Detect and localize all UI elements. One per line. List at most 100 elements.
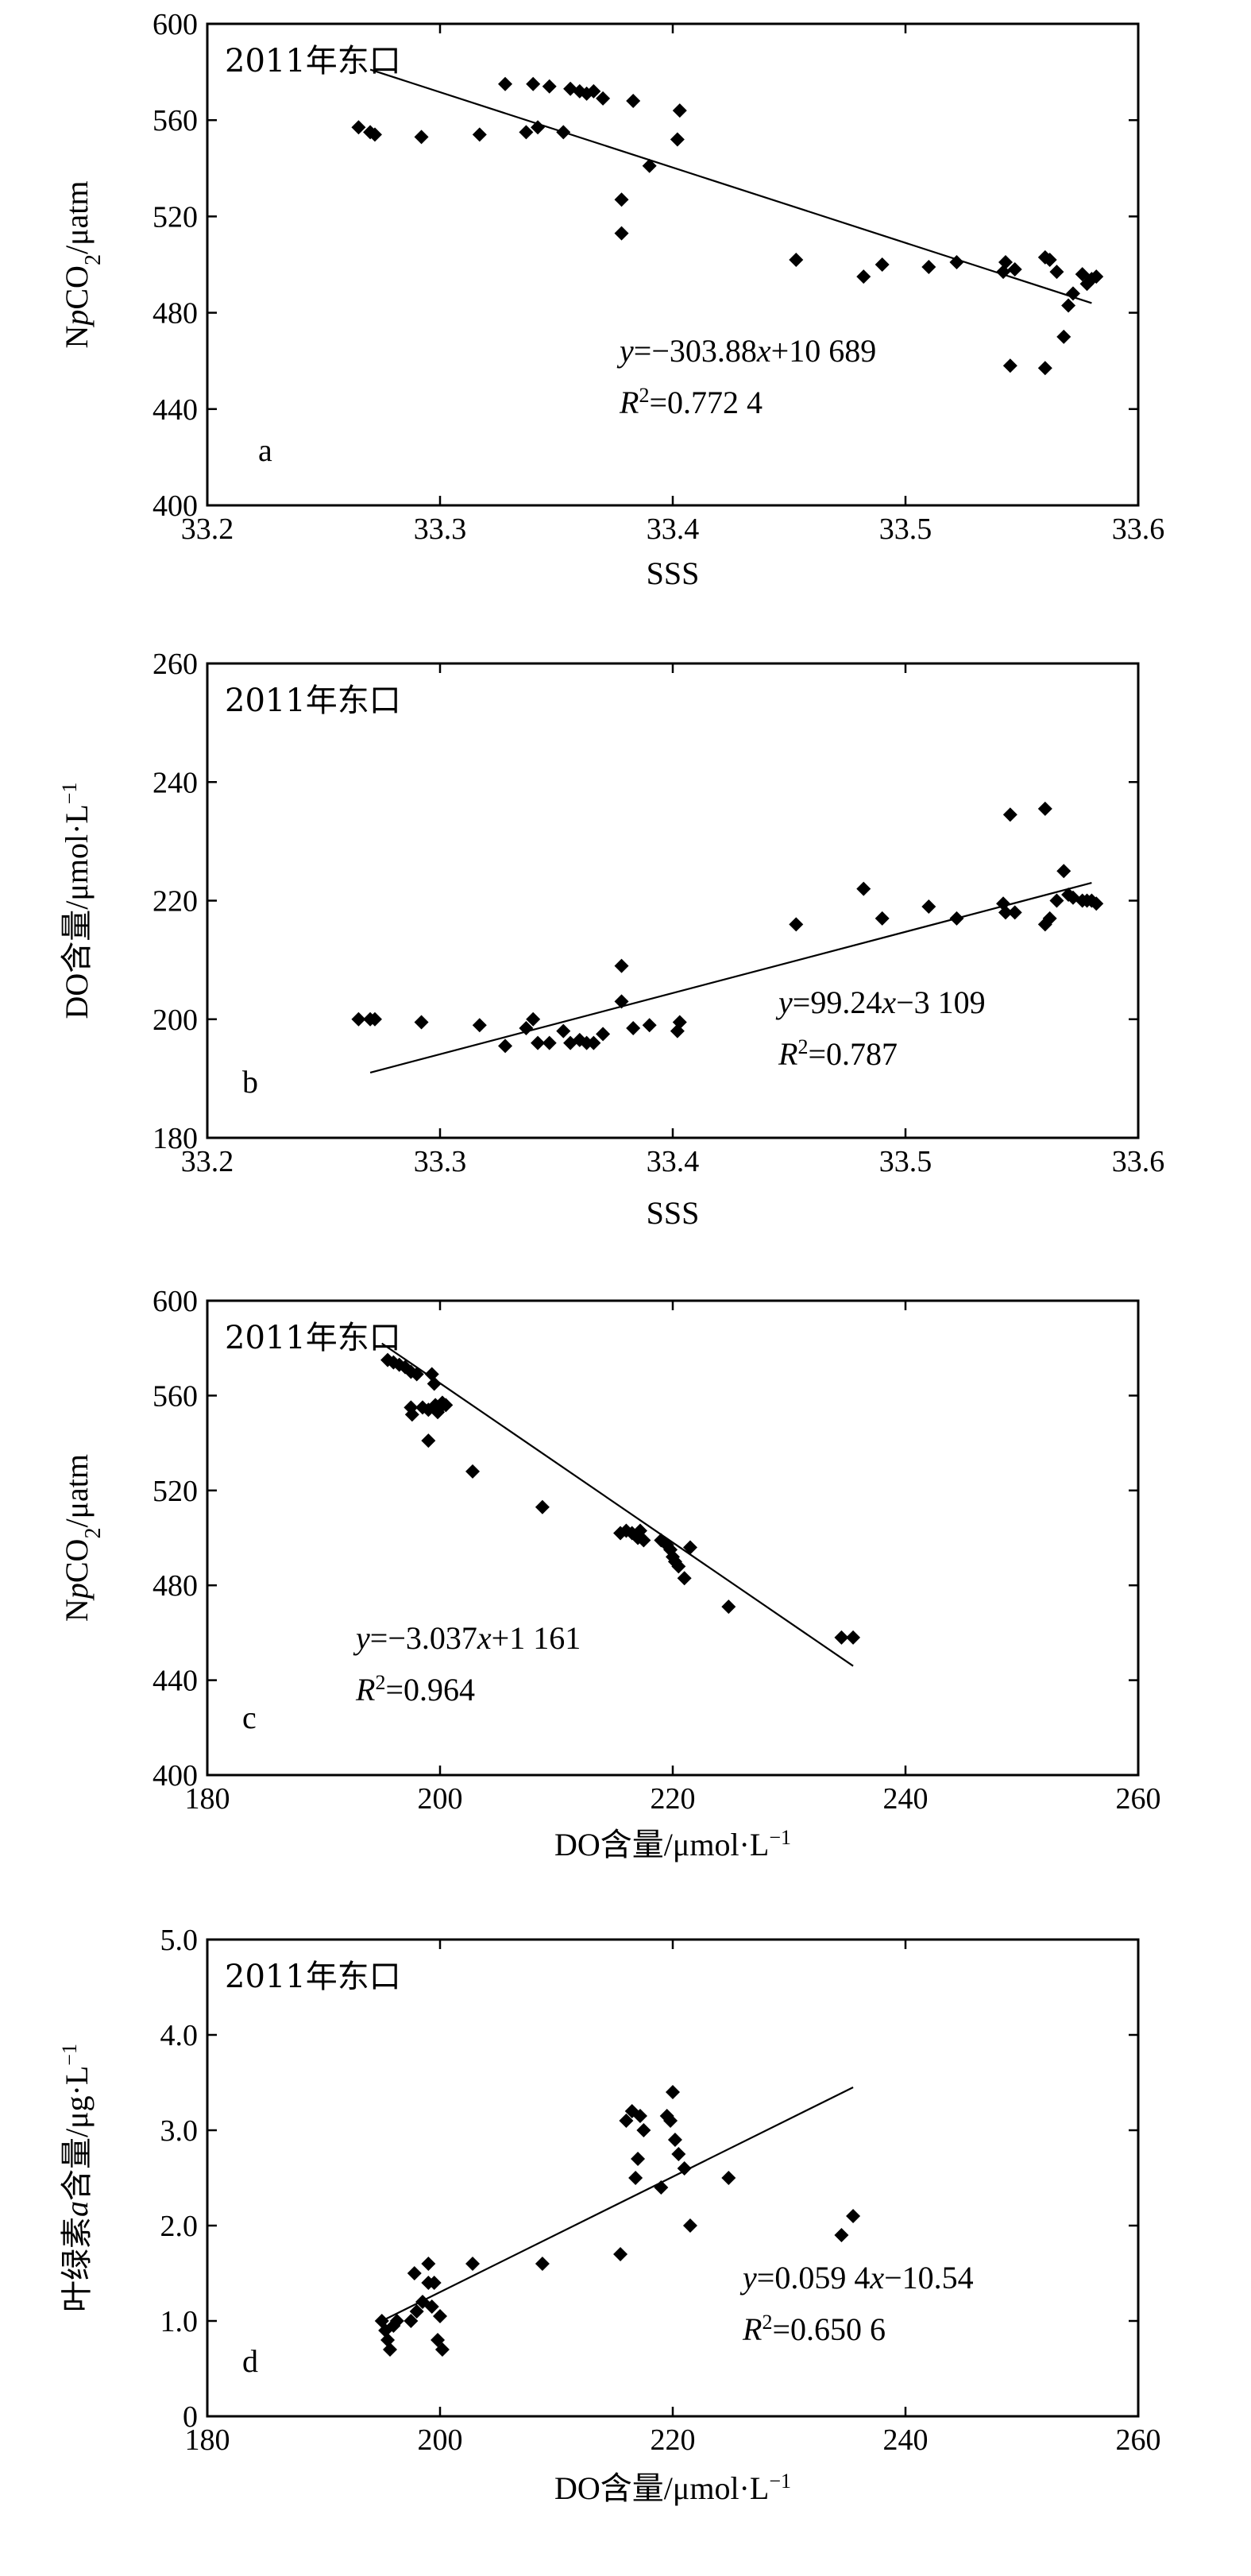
y-tick-label: 560 bbox=[153, 1379, 198, 1413]
y-tick-label: 400 bbox=[153, 1759, 198, 1793]
data-point bbox=[526, 1011, 541, 1027]
plot-frame bbox=[206, 22, 1140, 507]
data-point bbox=[721, 2171, 736, 2185]
data-point bbox=[626, 1020, 641, 1035]
data-point bbox=[427, 1376, 442, 1391]
data-point bbox=[421, 2257, 436, 2271]
data-point bbox=[414, 130, 429, 145]
x-tick-label: 33.6 bbox=[1112, 1145, 1165, 1178]
data-point bbox=[682, 1540, 697, 1555]
data-point bbox=[636, 1533, 651, 1548]
data-point bbox=[421, 1433, 436, 1449]
y-tick-label: 180 bbox=[153, 1122, 198, 1155]
y-tick-label: 220 bbox=[153, 885, 198, 919]
data-point bbox=[613, 2247, 628, 2261]
y-tick-label: 3.0 bbox=[160, 2114, 199, 2148]
data-point bbox=[614, 994, 629, 1009]
x-tick-label: 220 bbox=[651, 2423, 696, 2457]
plot-frame bbox=[206, 662, 1140, 1139]
data-point bbox=[414, 1015, 429, 1030]
data-point bbox=[409, 1367, 424, 1382]
data-point bbox=[667, 2133, 682, 2147]
x-tick-label: 33.4 bbox=[647, 512, 700, 546]
data-point bbox=[519, 125, 534, 140]
data-point bbox=[1049, 265, 1064, 280]
x-tick-label: 33.2 bbox=[181, 512, 234, 546]
data-point bbox=[1007, 905, 1022, 920]
data-point bbox=[1037, 361, 1052, 376]
data-point bbox=[671, 2147, 686, 2161]
x-tick-label: 33.5 bbox=[879, 1145, 932, 1178]
panel-label: c bbox=[242, 1700, 257, 1735]
y-tick-label: 2.0 bbox=[160, 2210, 199, 2243]
data-point bbox=[614, 226, 629, 241]
data-point bbox=[434, 2342, 450, 2357]
data-point bbox=[433, 2309, 447, 2323]
data-point bbox=[542, 79, 557, 94]
data-point bbox=[654, 2180, 669, 2195]
regression-line bbox=[381, 1342, 854, 1667]
chart-panel-b: 33.2 33.3 33.4 33.5 33.6 180 200 220 240 260 SSS DO… bbox=[58, 648, 1165, 1231]
data-point bbox=[636, 2123, 651, 2137]
data-point bbox=[1061, 298, 1076, 313]
data-point bbox=[586, 83, 601, 99]
y-tick-label: 0 bbox=[183, 2400, 198, 2434]
data-point bbox=[404, 1407, 419, 1422]
y-axis-label: 叶绿素a含量/μg·L−1 bbox=[58, 2044, 95, 2312]
x-axis-label: DO含量/μmol·L−1 bbox=[554, 2470, 791, 2507]
chart-title: 2011年东口 bbox=[225, 1320, 401, 1356]
data-point bbox=[666, 2085, 680, 2099]
x-tick-label: 33.3 bbox=[414, 512, 467, 546]
data-point bbox=[1056, 329, 1071, 344]
panel-label: a bbox=[258, 432, 272, 468]
data-point bbox=[1037, 801, 1052, 816]
data-point bbox=[996, 265, 1011, 280]
x-tick-label: 180 bbox=[185, 2423, 230, 2457]
data-point bbox=[628, 2171, 643, 2185]
data-point bbox=[642, 158, 657, 173]
data-point bbox=[949, 254, 964, 269]
data-point bbox=[465, 1464, 481, 1479]
data-point bbox=[677, 2161, 692, 2176]
r-squared: R2=0.772 4 bbox=[619, 384, 763, 421]
data-point bbox=[1007, 262, 1022, 277]
chart-panel-d: 180 200 220 240 260 0 1.0 2.0 3.0 4.0 5.0 DO含量/μmol… bbox=[58, 1924, 1161, 2506]
data-point bbox=[949, 911, 964, 926]
r-squared: R2=0.650 6 bbox=[742, 2311, 886, 2348]
x-tick-label: 240 bbox=[883, 1782, 929, 1816]
data-point bbox=[1089, 269, 1104, 284]
x-tick-label: 180 bbox=[185, 1782, 230, 1816]
data-point bbox=[670, 132, 685, 147]
y-tick-label: 240 bbox=[153, 766, 198, 799]
data-point bbox=[834, 2228, 849, 2242]
x-tick-label: 33.3 bbox=[414, 1145, 467, 1178]
data-point bbox=[1002, 358, 1017, 373]
data-point bbox=[626, 93, 641, 108]
data-point bbox=[586, 1035, 601, 1050]
data-point bbox=[472, 127, 487, 142]
data-point bbox=[438, 1398, 454, 1413]
data-point bbox=[383, 2342, 398, 2357]
data-point bbox=[424, 2299, 439, 2314]
data-point bbox=[998, 905, 1013, 920]
chart-panel-c: 180 200 220 240 260 400 440 480 520 560 600 DO含量/μm… bbox=[59, 1285, 1161, 1862]
x-tick-label: 33.4 bbox=[647, 1145, 700, 1178]
y-tick-label: 600 bbox=[153, 8, 198, 41]
x-tick-label: 33.6 bbox=[1112, 512, 1165, 546]
y-tick-label: 520 bbox=[153, 200, 198, 234]
panel-label: d bbox=[242, 2343, 258, 2379]
x-tick-label: 33.2 bbox=[181, 1145, 234, 1178]
data-point bbox=[671, 1559, 686, 1574]
data-point bbox=[367, 1011, 382, 1027]
data-point bbox=[409, 2304, 424, 2319]
data-point bbox=[1049, 893, 1064, 908]
y-tick-label: 5.0 bbox=[160, 1924, 199, 1957]
data-point bbox=[921, 899, 936, 914]
data-point bbox=[682, 2218, 697, 2233]
y-tick-label: 560 bbox=[153, 104, 198, 137]
data-point bbox=[677, 1571, 692, 1586]
y-tick-label: 200 bbox=[153, 1004, 198, 1037]
plot-frame bbox=[206, 1938, 1140, 2418]
data-point bbox=[556, 125, 571, 140]
panel-label: b bbox=[242, 1064, 258, 1100]
